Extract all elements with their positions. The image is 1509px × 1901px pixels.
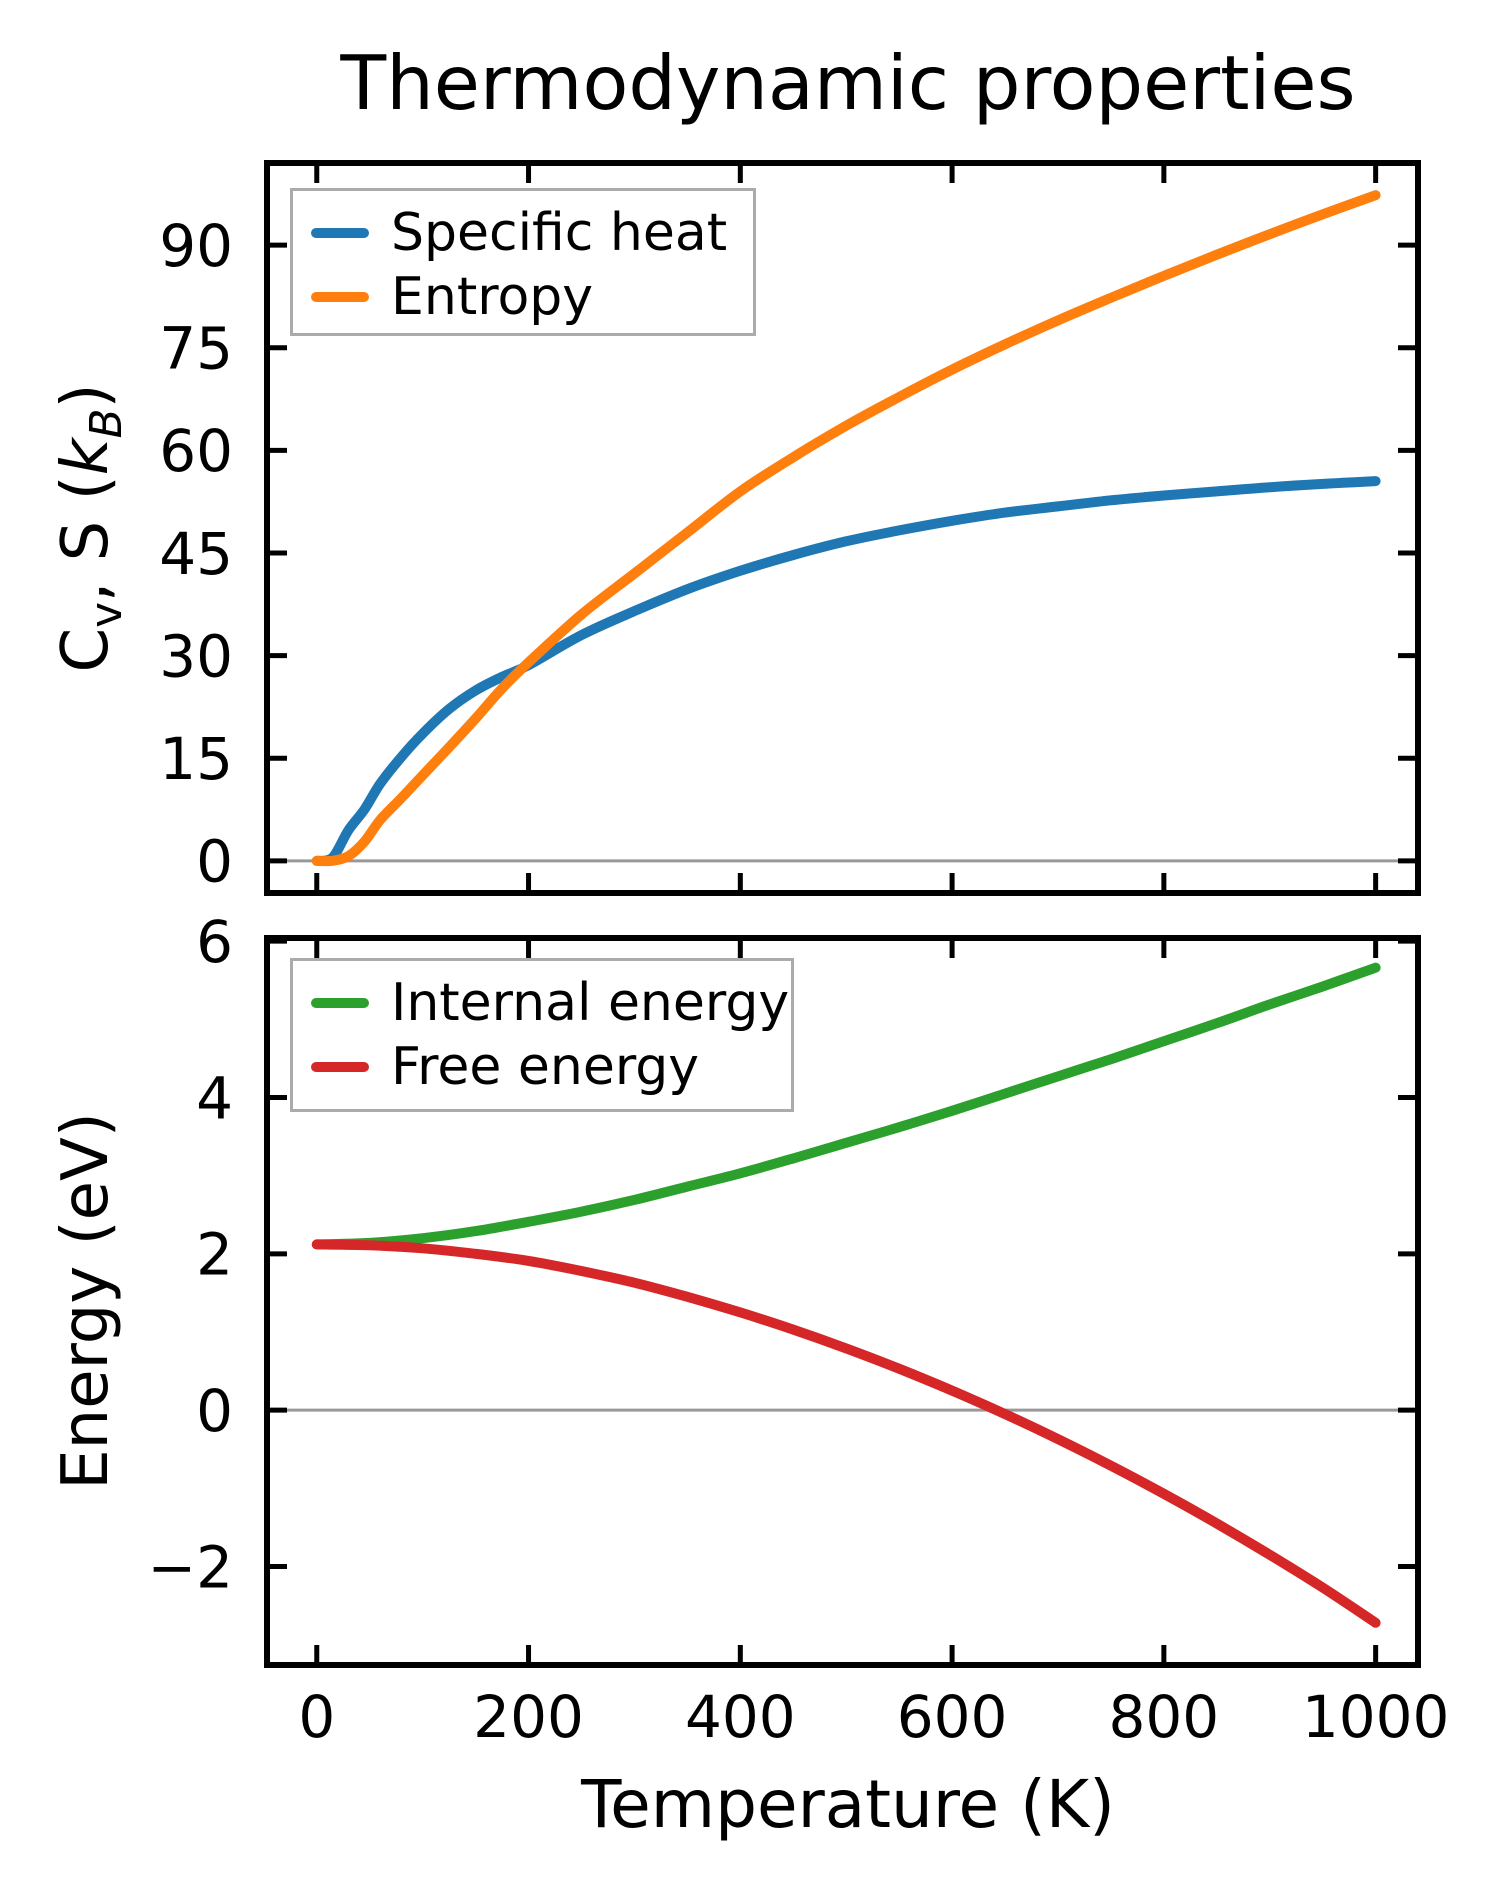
legend-label-internal-energy: Internal energy	[391, 973, 790, 1033]
x-tick-label: 800	[1109, 1683, 1220, 1751]
x-tick-label: 400	[685, 1683, 796, 1751]
bottom-y-axis-label: Energy (eV)	[49, 1112, 123, 1490]
y-tick-label: 4	[196, 1064, 233, 1132]
axes-spines	[264, 935, 1421, 1668]
legend-top-plot: Specific heat Entropy	[290, 188, 756, 336]
chart-title: Thermodynamic properties	[340, 39, 1356, 127]
specific-heat-curve	[311, 476, 1381, 866]
y-tick-label: 60	[159, 417, 233, 485]
y-tick-label: 0	[196, 1377, 233, 1445]
entropy-line-swatch	[311, 292, 369, 302]
legend-item-free-energy: Free energy	[311, 1035, 791, 1099]
bottom-plot: −2 0 2 4 6 0 200 400 600 800 1000	[148, 908, 1450, 1751]
top-y-axis-label: Cv, S (kB)	[49, 383, 132, 673]
x-tick-label: 1000	[1302, 1683, 1450, 1751]
y-tick-label: 45	[159, 520, 233, 588]
legend-item-internal-energy: Internal energy	[311, 971, 791, 1035]
x-tick-label: 200	[473, 1683, 584, 1751]
y-tick-label: 2	[196, 1221, 233, 1289]
legend-label-entropy: Entropy	[391, 267, 594, 327]
legend-label-specific-heat: Specific heat	[391, 203, 728, 263]
x-tick-label: 0	[298, 1683, 335, 1751]
free-energy-line-swatch	[311, 1062, 369, 1072]
entropy-curve	[311, 190, 1381, 867]
legend-label-free-energy: Free energy	[391, 1037, 700, 1097]
x-tick-label: 600	[897, 1683, 1008, 1751]
legend-item-specific-heat: Specific heat	[311, 201, 753, 265]
y-tick-label: 30	[159, 622, 233, 690]
y-tick-label: 90	[159, 212, 233, 280]
free-energy-curve	[311, 1239, 1381, 1628]
y-tick-label: 75	[159, 315, 233, 383]
y-tick-label: 0	[196, 828, 233, 896]
legend-item-entropy: Entropy	[311, 265, 753, 329]
y-tick-label: 15	[159, 725, 233, 793]
y-tick-label: 6	[196, 908, 233, 976]
legend-bottom-plot: Internal energy Free energy	[290, 958, 794, 1112]
top-plot: 0 15 30 45 60 75 90	[159, 160, 1421, 896]
y-tick-label: −2	[148, 1533, 234, 1601]
axes-spines	[264, 160, 1421, 896]
x-axis-label: Temperature (K)	[581, 1766, 1115, 1843]
specific-heat-line-swatch	[311, 228, 369, 238]
internal-energy-curve	[311, 962, 1381, 1250]
internal-energy-line-swatch	[311, 998, 369, 1008]
